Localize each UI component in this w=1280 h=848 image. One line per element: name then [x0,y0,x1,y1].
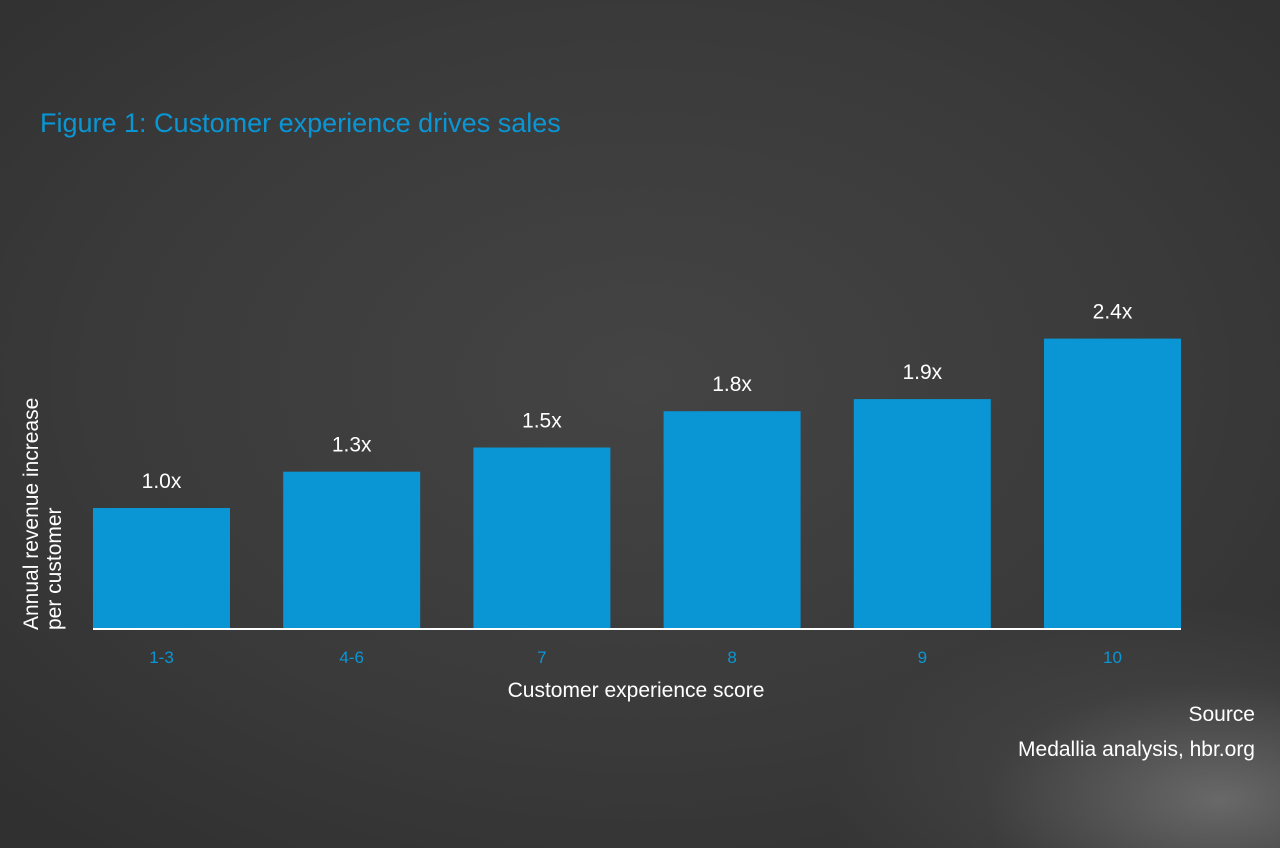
x-tick-labels-group: 1-3 4-6 7 8 9 10 [149,648,1122,667]
value-label-10: 2.4x [1093,301,1133,324]
y-axis-label-line1: Annual revenue increase [20,397,43,630]
x-tick-label-10: 10 [1103,648,1122,667]
x-tick-label-9: 9 [918,648,927,667]
x-tick-label-4-6: 4-6 [339,648,364,667]
value-label-1-3: 1.0x [142,470,182,493]
value-labels-group: 1.0x 1.3x 1.5x 1.8x 1.9x 2.4x [142,301,1133,493]
bars-group [93,338,1181,629]
bar-1-3 [93,508,230,629]
bar-9 [853,399,991,629]
chart-title: Figure 1: Customer experience drives sal… [40,108,561,138]
bar-8 [663,411,801,629]
x-tick-label-8: 8 [727,648,736,667]
y-axis-label: Annual revenue increase per customer [20,340,66,630]
source-label: Source [1188,703,1255,726]
x-axis-label: Customer experience score [507,679,765,702]
value-label-8: 1.8x [712,373,752,396]
value-label-4-6: 1.3x [332,434,372,457]
y-axis-label-line2: per customer [43,507,66,630]
source-text: Medallia analysis, hbr.org [1018,738,1255,761]
bar-7 [473,447,611,629]
source-note: Source Medallia analysis, hbr.org [1018,697,1255,767]
bar-4-6 [283,471,421,629]
value-label-9: 1.9x [902,361,942,384]
value-label-7: 1.5x [522,410,562,433]
x-tick-label-1-3: 1-3 [149,648,174,667]
x-tick-label-7: 7 [537,648,546,667]
bar-10 [1044,338,1181,629]
